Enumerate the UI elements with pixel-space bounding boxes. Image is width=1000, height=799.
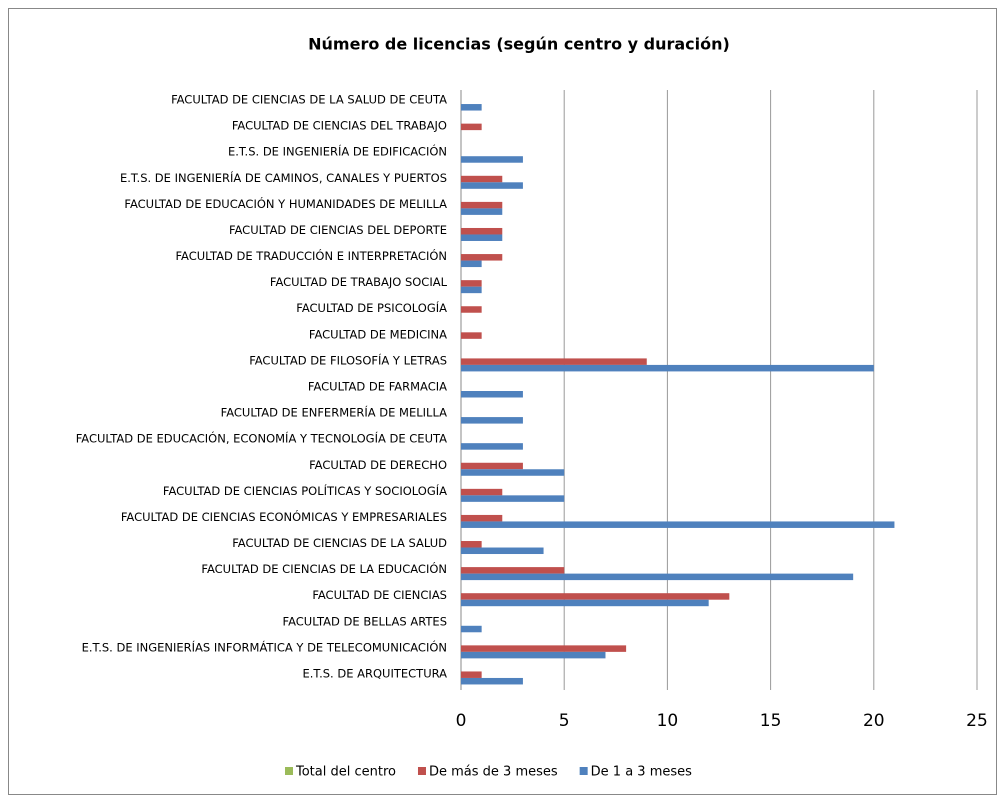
bar — [461, 182, 523, 189]
bar — [461, 234, 503, 241]
bar — [461, 541, 482, 548]
bar — [461, 677, 523, 685]
bar — [461, 104, 482, 111]
bar — [461, 495, 565, 502]
y-tick-label: FACULTAD DE MEDICINA — [309, 327, 447, 341]
x-tick-label: 20 — [863, 711, 885, 731]
bar — [461, 645, 627, 652]
y-tick-label: FACULTAD DE CIENCIAS DE LA SALUD DE CEUT… — [171, 93, 447, 107]
bar — [461, 417, 523, 424]
y-tick-label: E.T.S. DE INGENIERÍA DE CAMINOS, CANALES… — [120, 170, 447, 185]
x-tick-label: 10 — [657, 711, 679, 731]
y-tick-label: FACULTAD DE TRABAJO SOCIAL — [270, 275, 448, 289]
bar — [461, 671, 482, 678]
y-tick-label: E.T.S. DE INGENIERÍA DE EDIFICACIÓN — [228, 144, 447, 159]
bar — [461, 358, 647, 365]
y-tick-label: FACULTAD DE CIENCIAS POLÍTICAS Y SOCIOLO… — [163, 483, 447, 498]
bar — [461, 391, 523, 398]
y-tick-label: FACULTAD DE CIENCIAS ECONÓMICAS Y EMPRES… — [121, 509, 447, 524]
bar — [461, 227, 503, 235]
bar — [461, 573, 854, 581]
chart-title: Número de licencias (según centro y dura… — [308, 35, 730, 54]
y-tick-label: FACULTAD DE TRADUCCIÓN E INTERPRETACIÓN — [176, 248, 448, 263]
y-tick-label: FACULTAD DE FILOSOFÍA Y LETRAS — [249, 352, 447, 367]
bar — [461, 567, 565, 574]
bar — [461, 488, 503, 496]
bar — [461, 306, 482, 313]
bar — [461, 364, 874, 372]
bar — [461, 201, 503, 209]
bar — [461, 521, 895, 528]
legend-label: Total del centro — [295, 765, 396, 780]
bar — [461, 175, 503, 183]
legend-label: De más de 3 meses — [429, 765, 558, 780]
bar — [461, 286, 482, 294]
x-tick-label: 0 — [456, 711, 467, 731]
legend-swatch — [579, 767, 588, 775]
y-tick-label: FACULTAD DE BELLAS ARTES — [283, 614, 447, 628]
bar — [461, 443, 523, 450]
bar — [461, 260, 482, 268]
bar — [461, 514, 503, 522]
legend-swatch — [417, 767, 426, 775]
y-tick-label: E.T.S. DE ARQUITECTURA — [303, 666, 448, 680]
bar — [461, 469, 565, 476]
bar — [461, 208, 503, 215]
y-tick-label: FACULTAD DE CIENCIAS DE LA EDUCACIÓN — [201, 561, 447, 576]
y-tick-label: E.T.S. DE INGENIERÍAS INFORMÁTICA Y DE T… — [82, 639, 447, 654]
chart-frame — [8, 8, 997, 795]
bar — [461, 625, 482, 633]
bar — [461, 593, 730, 600]
y-tick-label: FACULTAD DE CIENCIAS DEL TRABAJO — [232, 119, 447, 133]
bar — [461, 651, 606, 659]
legend-swatch — [285, 767, 293, 775]
bar — [461, 156, 523, 163]
bar — [461, 599, 709, 607]
y-tick-label: FACULTAD DE CIENCIAS DEL DEPORTE — [229, 223, 447, 237]
legend-label: De 1 a 3 meses — [591, 765, 692, 780]
y-tick-label: FACULTAD DE CIENCIAS DE LA SALUD — [232, 536, 447, 550]
bar — [461, 280, 482, 287]
y-tick-label: FACULTAD DE FARMACIA — [308, 380, 447, 394]
y-tick-label: FACULTAD DE CIENCIAS — [312, 588, 447, 602]
y-tick-label: FACULTAD DE PSICOLOGÍA — [296, 300, 447, 315]
bar — [461, 254, 503, 261]
x-tick-label: 15 — [760, 711, 782, 731]
y-tick-label: FACULTAD DE EDUCACIÓN, ECONOMÍA Y TECNOL… — [76, 431, 447, 446]
bar — [461, 462, 523, 470]
x-tick-label: 5 — [559, 711, 570, 731]
bar — [461, 332, 482, 339]
bar — [461, 123, 482, 131]
y-tick-label: FACULTAD DE DERECHO — [309, 458, 447, 472]
x-tick-label: 25 — [966, 711, 988, 731]
bar — [461, 547, 544, 555]
y-tick-label: FACULTAD DE ENFERMERÍA DE MELILLA — [221, 405, 447, 420]
y-tick-label: FACULTAD DE EDUCACIÓN Y HUMANIDADES DE M… — [124, 196, 447, 211]
